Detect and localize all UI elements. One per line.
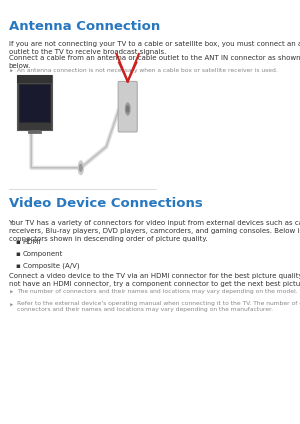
Text: Your TV has a variety of connectors for video input from external devices such a: Your TV has a variety of connectors for … xyxy=(8,220,300,242)
Circle shape xyxy=(127,106,129,112)
FancyBboxPatch shape xyxy=(17,75,52,130)
FancyBboxPatch shape xyxy=(118,81,137,132)
Text: Connect a video device to the TV via an HDMI connector for the best picture qual: Connect a video device to the TV via an … xyxy=(8,273,300,287)
Text: Component: Component xyxy=(23,251,63,257)
Text: ▪: ▪ xyxy=(15,263,20,269)
Text: ▪: ▪ xyxy=(15,251,20,257)
Text: ▪: ▪ xyxy=(15,240,20,245)
Text: ‣: ‣ xyxy=(8,301,14,310)
Circle shape xyxy=(125,103,130,115)
Text: Video Device Connections: Video Device Connections xyxy=(8,197,202,210)
Text: ‣: ‣ xyxy=(8,67,14,76)
Circle shape xyxy=(80,165,82,171)
Text: Antenna Connection: Antenna Connection xyxy=(8,20,160,33)
Text: If you are not connecting your TV to a cable or satellite box, you must connect : If you are not connecting your TV to a c… xyxy=(8,42,300,56)
Text: HDMI: HDMI xyxy=(23,240,41,245)
Text: ‣: ‣ xyxy=(8,289,14,298)
Text: The number of connectors and their names and locations may vary depending on the: The number of connectors and their names… xyxy=(17,289,298,294)
Text: Refer to the external device's operating manual when connecting it to the TV. Th: Refer to the external device's operating… xyxy=(17,301,300,312)
FancyBboxPatch shape xyxy=(19,84,50,122)
Text: Composite (A/V): Composite (A/V) xyxy=(23,263,80,270)
FancyBboxPatch shape xyxy=(19,123,51,130)
Text: An antenna connection is not necessary when a cable box or satellite receiver is: An antenna connection is not necessary w… xyxy=(17,67,278,73)
FancyBboxPatch shape xyxy=(17,75,52,83)
Circle shape xyxy=(78,161,83,175)
Text: Connect a cable from an antenna or cable outlet to the ANT IN connector as shown: Connect a cable from an antenna or cable… xyxy=(8,55,300,69)
